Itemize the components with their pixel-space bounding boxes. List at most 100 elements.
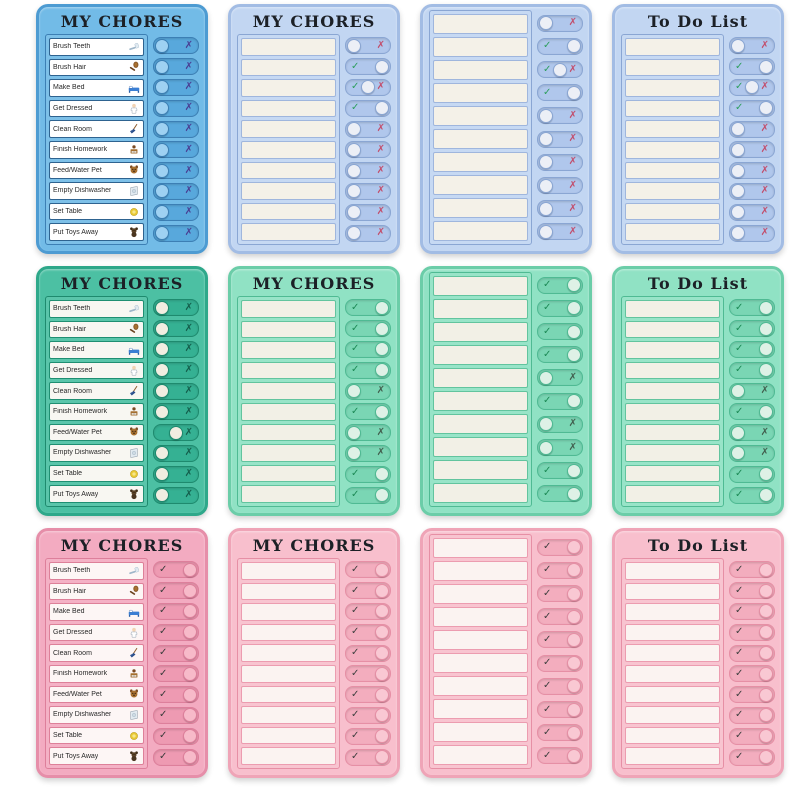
slider-knob[interactable] [155, 80, 169, 95]
slider-knob[interactable] [759, 687, 773, 702]
check-x-slider-toggle[interactable]: ✓ ✗ [345, 486, 391, 504]
slider-knob[interactable] [183, 687, 197, 702]
check-x-slider-toggle[interactable]: ✓ ✗ [729, 665, 775, 683]
slider-knob[interactable] [375, 729, 389, 744]
check-x-slider-toggle[interactable]: ✓ ✗ [153, 58, 199, 76]
check-x-slider-toggle[interactable]: ✓ ✗ [153, 99, 199, 117]
slider-knob[interactable] [539, 178, 553, 193]
slider-knob[interactable] [155, 163, 169, 178]
slider-knob[interactable] [567, 301, 581, 316]
slider-knob[interactable] [347, 384, 361, 399]
slider-knob[interactable] [155, 38, 169, 53]
check-x-slider-toggle[interactable]: ✓ ✗ [537, 701, 583, 719]
check-x-slider-toggle[interactable]: ✓ ✗ [345, 78, 391, 96]
check-x-slider-toggle[interactable]: ✓ ✗ [153, 686, 199, 704]
slider-knob[interactable] [731, 425, 745, 440]
check-x-slider-toggle[interactable]: ✓ ✗ [729, 748, 775, 766]
slider-knob[interactable] [539, 108, 553, 123]
check-x-slider-toggle[interactable]: ✓ ✗ [153, 582, 199, 600]
slider-knob[interactable] [155, 321, 169, 336]
slider-knob[interactable] [567, 725, 581, 740]
check-x-slider-toggle[interactable]: ✓ ✗ [729, 182, 775, 200]
slider-knob[interactable] [731, 205, 745, 220]
check-x-slider-toggle[interactable]: ✓ ✗ [729, 37, 775, 55]
slider-knob[interactable] [375, 363, 389, 378]
check-x-slider-toggle[interactable]: ✓ ✗ [153, 182, 199, 200]
slider-knob[interactable] [155, 300, 169, 315]
slider-knob[interactable] [567, 540, 581, 555]
check-x-slider-toggle[interactable]: ✓ ✗ [345, 644, 391, 662]
slider-knob[interactable] [567, 656, 581, 671]
slider-knob[interactable] [361, 80, 375, 95]
slider-knob[interactable] [731, 446, 745, 461]
slider-knob[interactable] [155, 488, 169, 503]
check-x-slider-toggle[interactable]: ✓ ✗ [345, 444, 391, 462]
slider-knob[interactable] [155, 101, 169, 116]
slider-knob[interactable] [375, 321, 389, 336]
slider-knob[interactable] [731, 122, 745, 137]
slider-knob[interactable] [567, 324, 581, 339]
check-x-slider-toggle[interactable]: ✓ ✗ [537, 153, 583, 171]
slider-knob[interactable] [759, 750, 773, 765]
check-x-slider-toggle[interactable]: ✓ ✗ [153, 141, 199, 159]
check-x-slider-toggle[interactable]: ✓ ✗ [537, 439, 583, 457]
check-x-slider-toggle[interactable]: ✓ ✗ [537, 346, 583, 364]
slider-knob[interactable] [375, 687, 389, 702]
check-x-slider-toggle[interactable]: ✓ ✗ [537, 107, 583, 125]
check-x-slider-toggle[interactable]: ✓ ✗ [729, 561, 775, 579]
check-x-slider-toggle[interactable]: ✓ ✗ [153, 665, 199, 683]
check-x-slider-toggle[interactable]: ✓ ✗ [345, 299, 391, 317]
slider-knob[interactable] [567, 609, 581, 624]
slider-knob[interactable] [375, 604, 389, 619]
check-x-slider-toggle[interactable]: ✓ ✗ [153, 727, 199, 745]
check-x-slider-toggle[interactable]: ✓ ✗ [729, 486, 775, 504]
slider-knob[interactable] [731, 163, 745, 178]
check-x-slider-toggle[interactable]: ✓ ✗ [729, 203, 775, 221]
slider-knob[interactable] [375, 342, 389, 357]
check-x-slider-toggle[interactable]: ✓ ✗ [729, 340, 775, 358]
check-x-slider-toggle[interactable]: ✓ ✗ [153, 361, 199, 379]
check-x-slider-toggle[interactable]: ✓ ✗ [729, 623, 775, 641]
slider-knob[interactable] [759, 404, 773, 419]
slider-knob[interactable] [759, 59, 773, 74]
check-x-slider-toggle[interactable]: ✓ ✗ [153, 320, 199, 338]
check-x-slider-toggle[interactable]: ✓ ✗ [537, 37, 583, 55]
check-x-slider-toggle[interactable]: ✓ ✗ [345, 361, 391, 379]
slider-knob[interactable] [759, 666, 773, 681]
check-x-slider-toggle[interactable]: ✓ ✗ [345, 665, 391, 683]
check-x-slider-toggle[interactable]: ✓ ✗ [729, 582, 775, 600]
slider-knob[interactable] [759, 467, 773, 482]
slider-knob[interactable] [183, 562, 197, 577]
check-x-slider-toggle[interactable]: ✓ ✗ [153, 444, 199, 462]
slider-knob[interactable] [183, 666, 197, 681]
slider-knob[interactable] [567, 679, 581, 694]
slider-knob[interactable] [759, 321, 773, 336]
slider-knob[interactable] [375, 666, 389, 681]
slider-knob[interactable] [759, 729, 773, 744]
check-x-slider-toggle[interactable]: ✓ ✗ [345, 224, 391, 242]
check-x-slider-toggle[interactable]: ✓ ✗ [153, 623, 199, 641]
check-x-slider-toggle[interactable]: ✓ ✗ [153, 748, 199, 766]
slider-knob[interactable] [155, 226, 169, 241]
check-x-slider-toggle[interactable]: ✓ ✗ [729, 120, 775, 138]
check-x-slider-toggle[interactable]: ✓ ✗ [345, 403, 391, 421]
slider-knob[interactable] [567, 39, 581, 54]
check-x-slider-toggle[interactable]: ✓ ✗ [537, 747, 583, 765]
check-x-slider-toggle[interactable]: ✓ ✗ [729, 224, 775, 242]
slider-knob[interactable] [347, 446, 361, 461]
slider-knob[interactable] [375, 59, 389, 74]
check-x-slider-toggle[interactable]: ✓ ✗ [729, 465, 775, 483]
check-x-slider-toggle[interactable]: ✓ ✗ [153, 486, 199, 504]
slider-knob[interactable] [375, 101, 389, 116]
slider-knob[interactable] [155, 122, 169, 137]
slider-knob[interactable] [375, 583, 389, 598]
check-x-slider-toggle[interactable]: ✓ ✗ [729, 141, 775, 159]
slider-knob[interactable] [183, 750, 197, 765]
slider-knob[interactable] [759, 604, 773, 619]
slider-knob[interactable] [375, 488, 389, 503]
check-x-slider-toggle[interactable]: ✓ ✗ [345, 382, 391, 400]
check-x-slider-toggle[interactable]: ✓ ✗ [345, 602, 391, 620]
slider-knob[interactable] [759, 488, 773, 503]
slider-knob[interactable] [347, 425, 361, 440]
check-x-slider-toggle[interactable]: ✓ ✗ [345, 120, 391, 138]
